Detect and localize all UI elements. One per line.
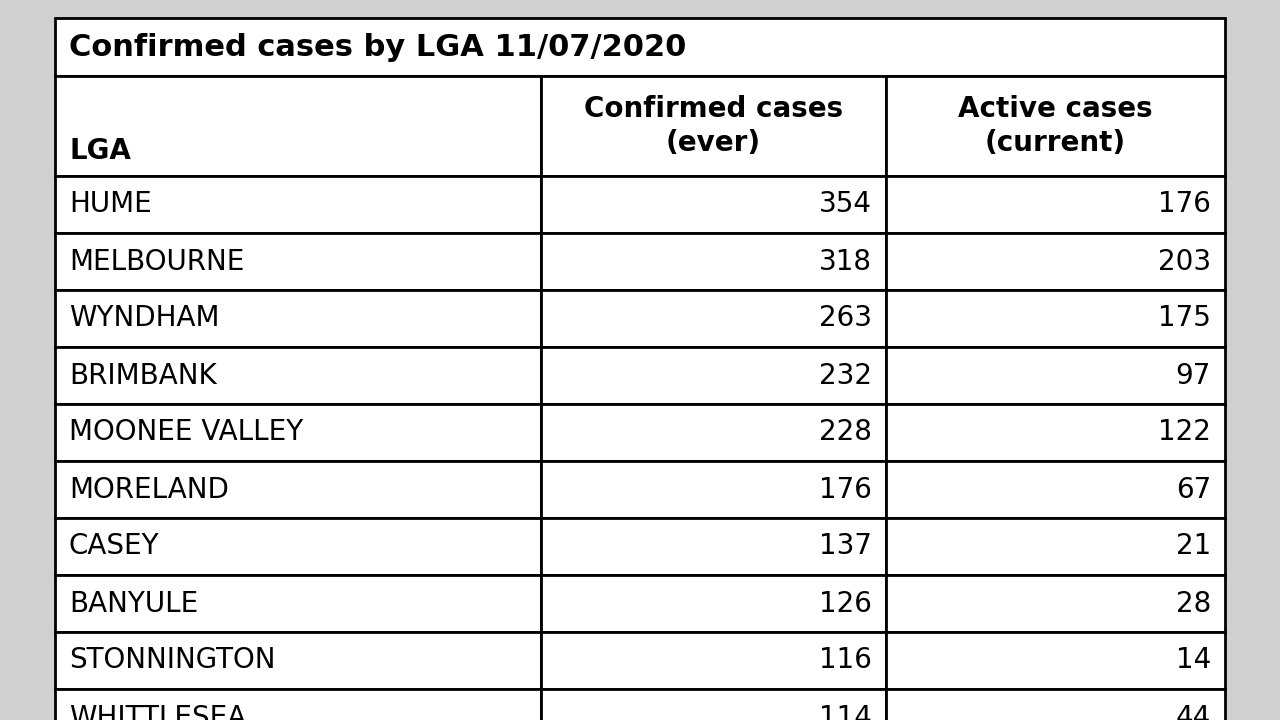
Bar [55, 233, 540, 290]
Bar [540, 632, 886, 689]
Bar [55, 404, 540, 461]
Bar [886, 233, 1225, 290]
Bar [886, 689, 1225, 720]
Bar [55, 347, 540, 404]
Bar [540, 404, 886, 461]
Bar [540, 76, 886, 176]
Bar [886, 632, 1225, 689]
Text: LGA: LGA [69, 137, 131, 165]
Text: 14: 14 [1176, 647, 1211, 675]
Text: 97: 97 [1175, 361, 1211, 390]
Bar [886, 347, 1225, 404]
Text: BANYULE: BANYULE [69, 590, 198, 618]
Bar [55, 518, 540, 575]
Bar [540, 290, 886, 347]
Bar [55, 290, 540, 347]
Text: 263: 263 [819, 305, 872, 333]
Text: 137: 137 [819, 533, 872, 560]
Text: MORELAND: MORELAND [69, 475, 229, 503]
Text: CASEY: CASEY [69, 533, 160, 560]
Bar [55, 632, 540, 689]
Bar [540, 347, 886, 404]
Text: 122: 122 [1158, 418, 1211, 446]
Text: WYNDHAM: WYNDHAM [69, 305, 219, 333]
Text: 232: 232 [819, 361, 872, 390]
Text: 228: 228 [819, 418, 872, 446]
Bar [540, 689, 886, 720]
Text: 44: 44 [1176, 703, 1211, 720]
Text: (current): (current) [984, 129, 1126, 157]
Text: 116: 116 [819, 647, 872, 675]
Text: 114: 114 [819, 703, 872, 720]
Text: Active cases: Active cases [957, 95, 1153, 123]
Bar [886, 404, 1225, 461]
Bar [55, 18, 1225, 76]
Bar [540, 461, 886, 518]
Text: 126: 126 [819, 590, 872, 618]
Bar [540, 233, 886, 290]
Bar [886, 76, 1225, 176]
Text: 354: 354 [819, 191, 872, 218]
Text: 175: 175 [1158, 305, 1211, 333]
Bar [886, 518, 1225, 575]
Bar [55, 689, 540, 720]
Bar [886, 461, 1225, 518]
Bar [55, 76, 540, 176]
Bar [886, 176, 1225, 233]
Text: 318: 318 [819, 248, 872, 276]
Text: 176: 176 [819, 475, 872, 503]
Bar [55, 461, 540, 518]
Text: STONNINGTON: STONNINGTON [69, 647, 275, 675]
Text: Confirmed cases by LGA 11/07/2020: Confirmed cases by LGA 11/07/2020 [69, 32, 686, 61]
Text: Confirmed cases: Confirmed cases [584, 95, 842, 123]
Text: (ever): (ever) [666, 129, 760, 157]
Text: 176: 176 [1158, 191, 1211, 218]
Bar [886, 575, 1225, 632]
Text: 203: 203 [1158, 248, 1211, 276]
Text: BRIMBANK: BRIMBANK [69, 361, 216, 390]
Text: 28: 28 [1176, 590, 1211, 618]
Bar [886, 290, 1225, 347]
Text: WHITTLESEA: WHITTLESEA [69, 703, 246, 720]
Bar [540, 575, 886, 632]
Text: MOONEE VALLEY: MOONEE VALLEY [69, 418, 303, 446]
Bar [55, 176, 540, 233]
Bar [55, 575, 540, 632]
Bar [540, 518, 886, 575]
Text: MELBOURNE: MELBOURNE [69, 248, 244, 276]
Bar [540, 176, 886, 233]
Text: 21: 21 [1176, 533, 1211, 560]
Text: HUME: HUME [69, 191, 152, 218]
Text: 67: 67 [1176, 475, 1211, 503]
